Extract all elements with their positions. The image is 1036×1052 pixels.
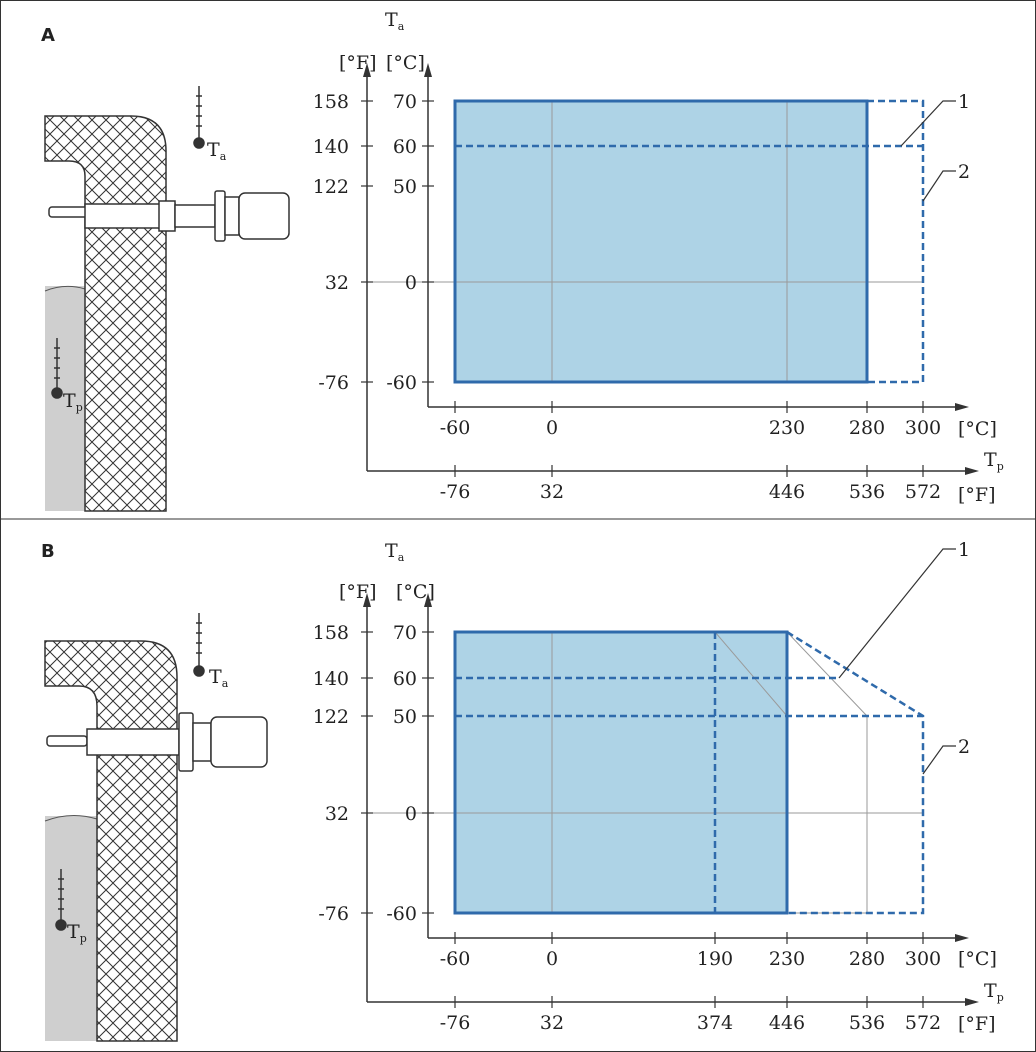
x-tick-f-label: -76 [440,1012,471,1034]
panel-b: B Ta [41,539,1004,1042]
y-tick-f-label: 122 [313,176,349,198]
y-tick-f-label: -76 [318,372,349,394]
panel-a: A Ta [41,9,1004,512]
x-tick-c-label: 230 [769,948,805,970]
unit-c-label-b: [°C] [396,581,435,603]
y-tick-f-label: -76 [318,903,349,925]
sketch-a-tp: Tp [63,390,83,414]
callout-2-leader-b [922,745,956,775]
x-tick-f-label: 572 [905,481,941,503]
y-tick-f-label: 32 [325,272,349,294]
x-tick-c-label: -60 [440,417,471,439]
x-unit-f-label-b: [°F] [958,1013,996,1035]
y-tick-c-label: -60 [386,903,417,925]
y-tick-f-label: 140 [313,668,349,690]
x-tick-f-label: 536 [849,481,885,503]
callout-1-a: 1 [958,91,970,113]
y-tick-c-label: 0 [405,803,417,825]
x-tick-c-label: 280 [849,417,885,439]
x-tick-c-label: 190 [697,948,733,970]
panel-b-letter: B [41,541,55,562]
y-tick-f-label: 140 [313,136,349,158]
ta-label-b: Ta [385,540,405,564]
chart-b: Ta [°F] [°C] [°C] Tp [°F] 158 140 122 32… [313,539,1004,1035]
x-tick-c-label: 280 [849,948,885,970]
sensor-a [48,190,290,242]
x-tick-c-label: 0 [546,417,558,439]
sketch-b-tp: Tp [67,921,87,945]
unit-f-label-b: [°F] [339,581,377,603]
y-tick-f-label: 122 [313,706,349,728]
thermometer-ambient-a-icon [193,86,205,149]
callout-1-b: 1 [958,539,970,561]
ta-label-a: Ta [385,9,405,33]
x-tick-f-label: 32 [540,481,564,503]
boundary-solid-b [453,630,789,915]
y-tick-c-label: 0 [405,272,417,294]
thermometer-process-a-icon [51,338,63,399]
operating-area-b [455,632,787,913]
x-tick-c-label: -60 [440,948,471,970]
x-tick-c-label: 230 [769,417,805,439]
x-unit-c-label-a: [°C] [958,418,997,440]
x-tick-f-label: 446 [769,481,805,503]
sensor-b [46,712,268,772]
tp-label-a: Tp [984,449,1004,473]
x-tick-c-label: 300 [905,417,941,439]
x-tick-f-label: 536 [849,1012,885,1034]
x-tick-c-label: 300 [905,948,941,970]
curve-2-b [786,630,925,915]
chart-a: Ta [°F] [°C] [°C] Tp [°F] 158 140 122 32… [313,9,1004,506]
process-liquid-b [45,816,97,1041]
y-tick-f-label: 158 [313,91,349,113]
sketch-a: Ta Tp [44,86,290,512]
process-liquid [45,286,85,511]
x-unit-c-label-b: [°C] [958,948,997,970]
sketch-b: Ta Tp [44,613,268,1042]
callout-2-b: 2 [958,736,970,758]
y-tick-c-label: 60 [393,668,417,690]
x-tick-f-label: 32 [540,1012,564,1034]
x-unit-f-label-a: [°F] [958,484,996,506]
y-tick-c-label: 50 [393,176,417,198]
x-tick-c-label: 0 [546,948,558,970]
x-tick-f-label: 572 [905,1012,941,1034]
callout-2-leader-a [922,170,956,202]
callout-1-leader-a [900,100,956,147]
y-tick-c-label: 60 [393,136,417,158]
unit-c-label-a: [°C] [386,52,425,74]
x-tick-f-label: 446 [769,1012,805,1034]
thermometer-ambient-b-icon [193,613,205,677]
y-tick-c-label: 70 [393,622,417,644]
curve-2-a [867,99,925,384]
unit-f-label-a: [°F] [339,52,377,74]
boundary-solid-a [453,99,869,384]
tp-label-b: Tp [984,980,1004,1004]
sketch-a-ta: Ta [207,139,227,163]
y-tick-f-label: 158 [313,622,349,644]
x-tick-f-label: -76 [440,481,471,503]
callout-2-a: 2 [958,161,970,183]
y-tick-c-label: 50 [393,706,417,728]
operating-area-a [455,101,867,382]
y-tick-f-label: 32 [325,803,349,825]
x-tick-f-label: 374 [697,1012,733,1034]
y-tick-c-label: 70 [393,91,417,113]
callout-1-leader-b [838,548,956,679]
panel-a-letter: A [41,25,55,46]
thermometer-process-b-icon [55,869,67,931]
y-tick-c-label: -60 [386,372,417,394]
sketch-b-ta: Ta [209,666,229,690]
